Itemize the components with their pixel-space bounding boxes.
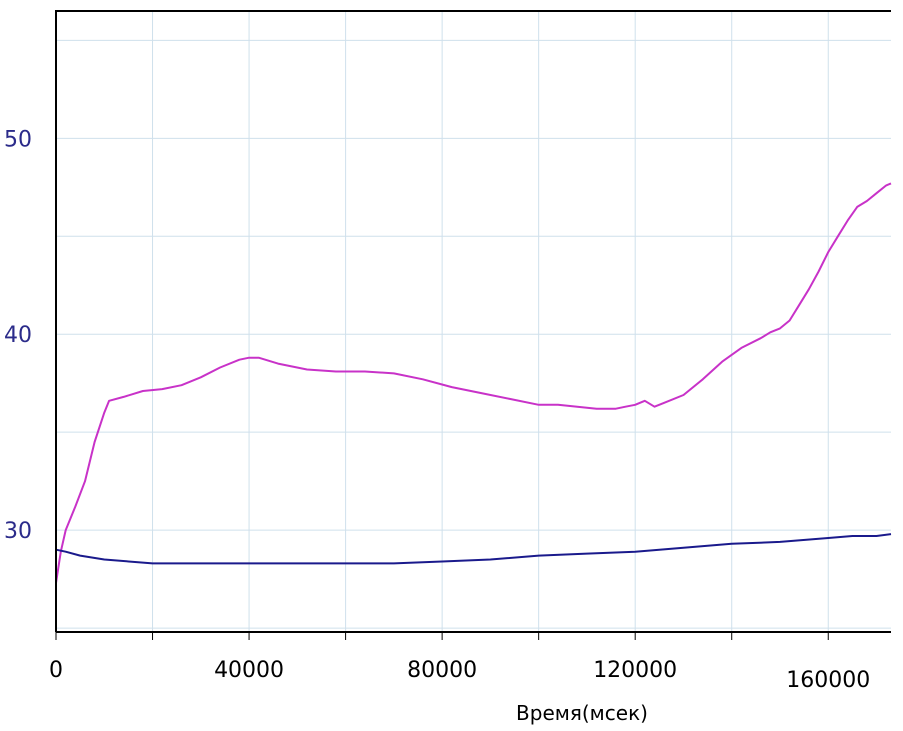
axes	[55, 10, 891, 633]
series-line-2	[55, 533, 892, 565]
grid	[56, 11, 891, 632]
x-tick-label: 0	[49, 658, 63, 683]
ticks: 0 40000 80000 120000 160000 30 40 50	[4, 127, 870, 693]
x-axis-title: Время(мсек)	[516, 701, 648, 725]
y-tick-label: 30	[4, 519, 32, 544]
x-tick-label: 40000	[214, 658, 284, 683]
series-group	[55, 182, 892, 584]
x-tick-label: 80000	[407, 658, 477, 683]
y-tick-label: 50	[4, 127, 32, 152]
y-tick-label: 40	[4, 323, 32, 348]
x-tick-label: 160000	[786, 668, 870, 693]
x-tick-label: 120000	[593, 658, 677, 683]
series-line-1	[55, 182, 892, 584]
